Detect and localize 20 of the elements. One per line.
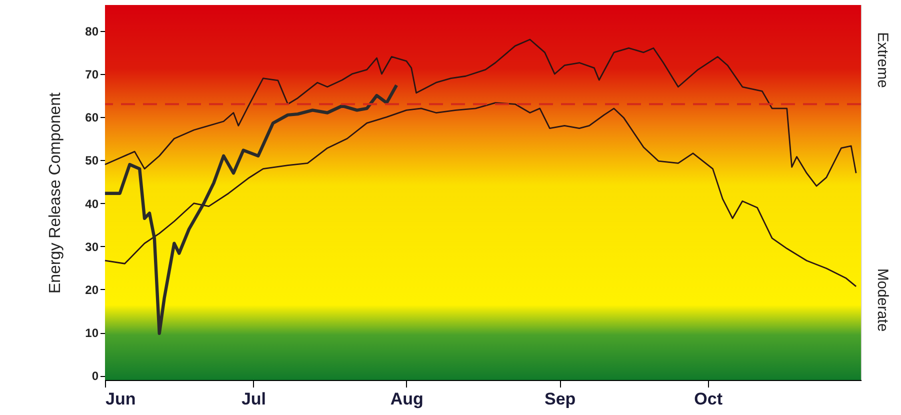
- y-tick-label: 70: [85, 67, 99, 82]
- x-tick-label: Jul: [241, 390, 266, 408]
- y-tick-label: 10: [85, 326, 99, 340]
- y-tick-label: 50: [85, 154, 99, 168]
- text: Extreme: [874, 32, 891, 88]
- y-tick-label: 60: [85, 110, 99, 125]
- y-tick-label: 30: [85, 240, 99, 254]
- x-tick-label: Aug: [390, 390, 424, 408]
- x-tick-label: Oct: [694, 390, 723, 408]
- line-series: [104, 102, 857, 288]
- line-series: [103, 84, 398, 336]
- y-tick-label: 20: [85, 282, 99, 297]
- x-tick-label: Jun: [106, 390, 136, 408]
- y-tick-label: 40: [85, 196, 99, 211]
- x-tick-label: Sep: [544, 390, 576, 408]
- y-axis-title: Energy Release Component: [47, 92, 64, 294]
- y-tick-label: 80: [85, 24, 99, 38]
- line-series: [104, 38, 857, 187]
- text: Moderate: [874, 268, 891, 332]
- y-tick-label: 0: [92, 369, 99, 384]
